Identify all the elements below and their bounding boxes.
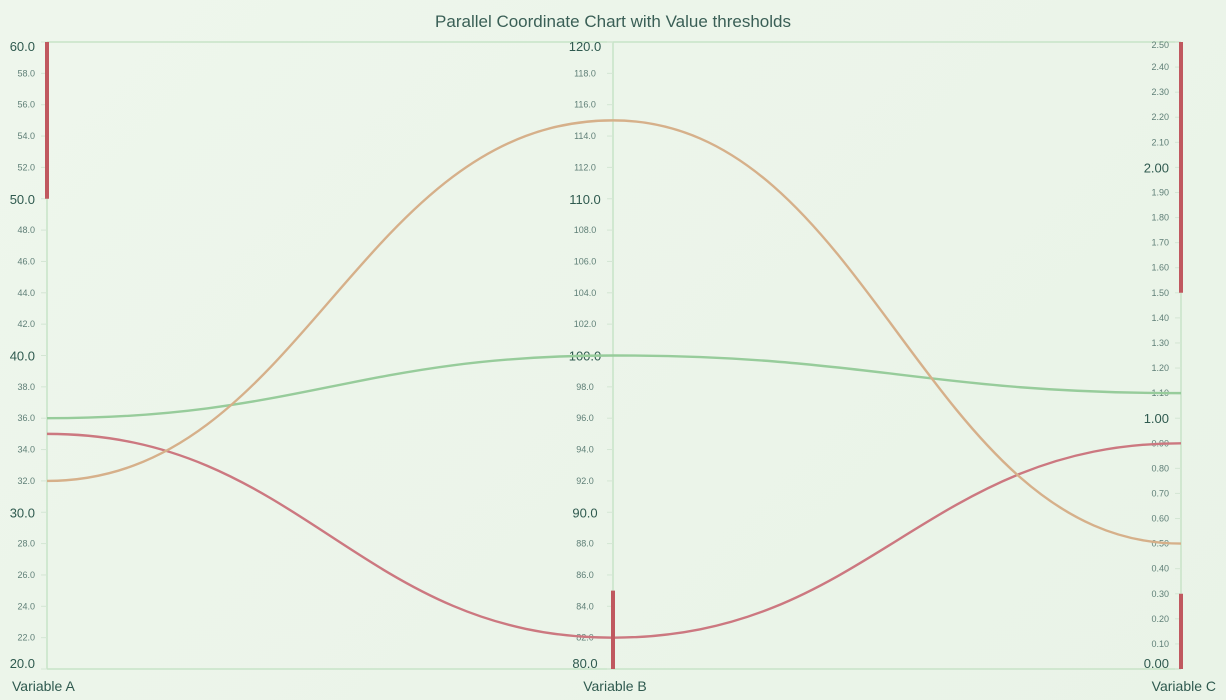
axis-tick-label: 96.0: [576, 413, 594, 423]
axis-tick-label: 104.0: [574, 288, 597, 298]
axis-tick-label: 120.0: [569, 39, 602, 54]
axis-tick-label: 106.0: [574, 256, 597, 266]
axis-tick-label: 28.0: [17, 539, 35, 549]
series-line[interactable]: [46, 119, 1182, 545]
axis-tick-label: 98.0: [576, 382, 594, 392]
axis-tick-label: 20.0: [10, 656, 35, 671]
axis-tick-label: 0.80: [1151, 463, 1169, 473]
axis-tick-label: 1.20: [1151, 363, 1169, 373]
axis-tick-label: 1.80: [1151, 213, 1169, 223]
axis-tick-label: 92.0: [576, 476, 594, 486]
axis-tick-label: 114.0: [574, 131, 596, 141]
axis-tick-label: 0.20: [1151, 614, 1169, 624]
axis-name-label: Variable B: [583, 678, 647, 694]
axis-tick-label: 1.00: [1144, 411, 1169, 426]
axis-tick-label: 80.0: [572, 656, 597, 671]
axis-tick-label: 1.40: [1151, 313, 1169, 323]
axis-tick-label: 2.30: [1151, 87, 1169, 97]
axis-tick-label: 40.0: [10, 349, 35, 364]
series-line[interactable]: [46, 354, 1182, 420]
axis-tick-label: 36.0: [17, 413, 35, 423]
axis-tick-label: 1.90: [1151, 187, 1169, 197]
axis-tick-label: 2.40: [1151, 62, 1169, 72]
axis-tick-label: 60.0: [10, 39, 35, 54]
axis-tick-label: 116.0: [574, 100, 596, 110]
axis-tick-label: 88.0: [576, 539, 594, 549]
axis-tick-label: 22.0: [17, 633, 35, 643]
axis-tick-label: 1.50: [1151, 288, 1169, 298]
axis-tick-label: 58.0: [17, 68, 35, 78]
axis-tick-label: 2.50: [1151, 40, 1169, 50]
axis-name-label: Variable A: [12, 678, 75, 694]
chart-title: Parallel Coordinate Chart with Value thr…: [435, 12, 791, 31]
axis-tick-label: 48.0: [17, 225, 35, 235]
axis-tick-label: 0.10: [1151, 639, 1169, 649]
axis-tick-label: 0.70: [1151, 488, 1169, 498]
axis-tick-label: 0.40: [1151, 564, 1169, 574]
axis-tick-label: 32.0: [17, 476, 35, 486]
axis-tick-label: 2.20: [1151, 112, 1169, 122]
axis-tick-label: 50.0: [10, 192, 35, 207]
axis-tick-label: 94.0: [576, 445, 594, 455]
axis-tick-label: 86.0: [576, 570, 594, 580]
axis-tick-label: 42.0: [17, 319, 35, 329]
axis-tick-label: 26.0: [17, 570, 35, 580]
axis-tick-label: 24.0: [17, 601, 35, 611]
axis-tick-label: 102.0: [574, 319, 597, 329]
axis-tick-label: 56.0: [17, 100, 35, 110]
axis-tick-label: 0.30: [1151, 589, 1169, 599]
axis-tick-label: 1.70: [1151, 238, 1169, 248]
axis-tick-label: 30.0: [10, 505, 35, 520]
series-layer: [46, 119, 1182, 639]
axis-tick-label: 38.0: [17, 382, 35, 392]
axis-tick-label: 52.0: [17, 162, 35, 172]
axis-tick-label: 118.0: [574, 68, 596, 78]
axis-tick-label: 0.00: [1144, 656, 1169, 671]
axis-name-label: Variable C: [1152, 678, 1216, 694]
axis-tick-label: 90.0: [572, 505, 597, 520]
axis-tick-label: 1.60: [1151, 263, 1169, 273]
axis-tick-label: 0.60: [1151, 514, 1169, 524]
axis-tick-label: 2.00: [1144, 160, 1169, 175]
axis-tick-label: 2.10: [1151, 137, 1169, 147]
axis-tick-label: 110.0: [569, 192, 601, 207]
axis-tick-label: 34.0: [17, 445, 35, 455]
axis-tick-label: 44.0: [17, 288, 35, 298]
axis-tick-label: 46.0: [17, 256, 35, 266]
axis-tick-label: 1.30: [1151, 338, 1169, 348]
axis-tick-label: 108.0: [574, 225, 597, 235]
axis-tick-label: 54.0: [17, 131, 35, 141]
axis-tick-label: 84.0: [576, 601, 594, 611]
threshold-layer: [45, 42, 1183, 669]
axis-tick-label: 112.0: [574, 162, 596, 172]
